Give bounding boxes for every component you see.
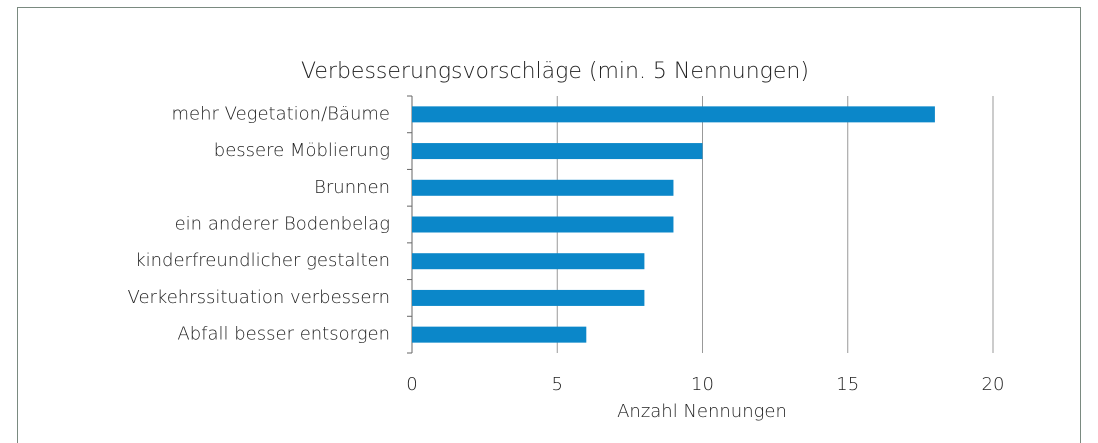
x-axis-label: Anzahl Nennungen: [617, 401, 787, 422]
y-tick-label: kinderfreundlicher gestalten: [135, 250, 390, 271]
bar: [412, 253, 645, 270]
y-tick-label: bessere Möblierung: [214, 140, 390, 161]
y-tick-label: Abfall besser entsorgen: [177, 324, 390, 345]
bar: [412, 143, 703, 160]
bar: [412, 289, 645, 306]
x-tick-label: 5: [552, 374, 563, 395]
bar: [412, 326, 587, 343]
bar: [412, 179, 674, 196]
y-tick-label: Verkehrssituation verbessern: [128, 287, 390, 308]
chart-title: Verbesserungsvorschläge (min. 5 Nennunge…: [301, 59, 809, 84]
x-tick-label: 10: [691, 374, 714, 395]
y-tick-label: mehr Vegetation/Bäume: [172, 103, 390, 124]
y-tick-label: Brunnen: [314, 177, 390, 198]
bar: [412, 106, 935, 123]
frame: [17, 7, 1081, 443]
x-tick-label: 20: [982, 374, 1005, 395]
x-tick-label: 15: [836, 374, 859, 395]
x-tick-label: 0: [406, 374, 417, 395]
bar: [412, 216, 674, 233]
y-tick-label: ein anderer Bodenbelag: [175, 214, 390, 235]
